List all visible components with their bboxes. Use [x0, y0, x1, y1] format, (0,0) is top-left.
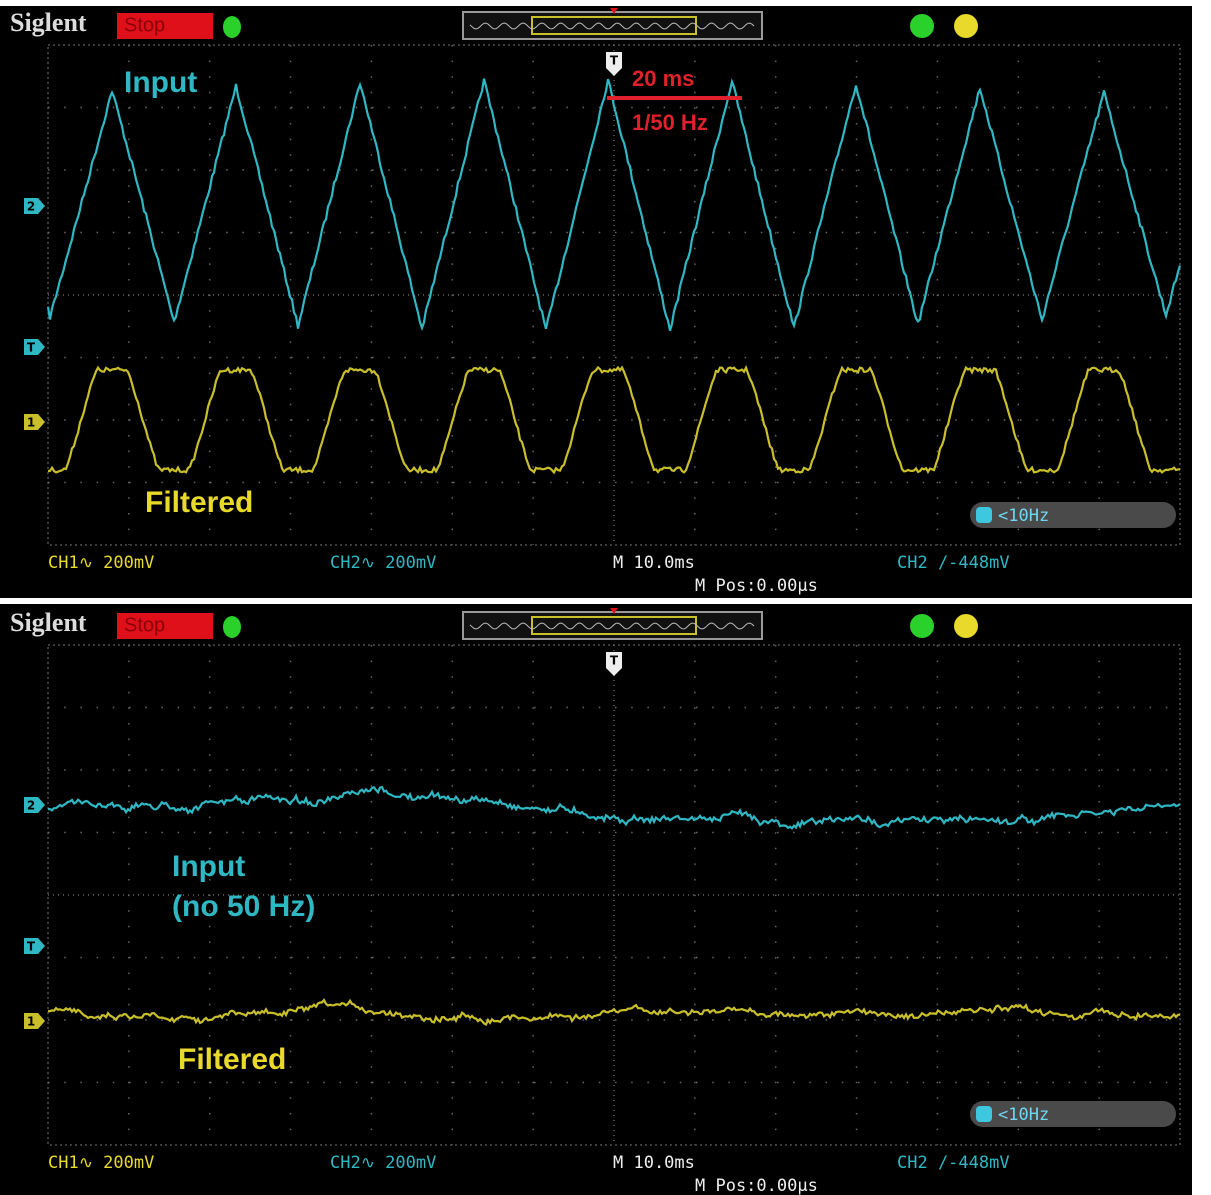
channel-marker: T [27, 341, 36, 355]
connection-icon [223, 616, 241, 638]
scope-panel: Siglent Stop 2 T 1 T Input (no 50 Hz) Filtered <1… [0, 604, 1192, 1195]
channel-marker: 2 [27, 799, 35, 813]
horizontal-position: M Pos:0.00µs [695, 1176, 818, 1195]
channel-marker: 2 [27, 200, 35, 214]
input-label: Input [124, 66, 197, 99]
scope-screens: Siglent Stop 2 T 1 T Input Filtered 20 ms 1/50 Hz… [0, 0, 1211, 1195]
trigger-setting: CH2 /-448mV [897, 1153, 1010, 1173]
status-icon [954, 14, 978, 38]
filter-setting: <10Hz [998, 1105, 1049, 1125]
ch1-scale: CH1∿ 200mV [48, 553, 154, 573]
scope-panel: Siglent Stop 2 T 1 T Input Filtered 20 ms 1/50 Hz… [0, 6, 1192, 598]
timebase: M 10.0ms [613, 553, 695, 573]
frequency-annotation: 1/50 Hz [632, 110, 708, 135]
channel-marker: 1 [27, 1015, 35, 1029]
run-status: Stop [124, 614, 165, 636]
filtered-label: Filtered [178, 1043, 286, 1076]
input-label: (no 50 Hz) [172, 890, 315, 923]
screenshot: Siglent Stop 2 T 1 T Input Filtered 20 ms 1/50 Hz… [0, 0, 1211, 1195]
status-icon [954, 614, 978, 638]
ch2-scale: CH2∿ 200mV [330, 1153, 436, 1173]
status-icon [910, 14, 934, 38]
brand: Siglent [10, 608, 87, 637]
ch2-scale: CH2∿ 200mV [330, 553, 436, 573]
connection-icon [223, 16, 241, 38]
channel-marker: T [27, 940, 36, 954]
filter-setting: <10Hz [998, 506, 1049, 526]
run-status: Stop [124, 14, 165, 36]
trigger-position-marker: T [610, 654, 619, 668]
trigger-setting: CH2 /-448mV [897, 553, 1010, 573]
horizontal-position: M Pos:0.00µs [695, 576, 818, 596]
channel-marker: 1 [27, 416, 35, 430]
ch1-scale: CH1∿ 200mV [48, 1153, 154, 1173]
filter-icon [976, 507, 992, 523]
trigger-position-marker: T [610, 54, 619, 68]
timebase: M 10.0ms [613, 1153, 695, 1173]
period-annotation: 20 ms [632, 66, 694, 91]
brand: Siglent [10, 8, 87, 37]
filter-icon [976, 1106, 992, 1122]
input-label: Input [172, 850, 245, 883]
status-icon [910, 614, 934, 638]
filtered-label: Filtered [145, 486, 253, 519]
